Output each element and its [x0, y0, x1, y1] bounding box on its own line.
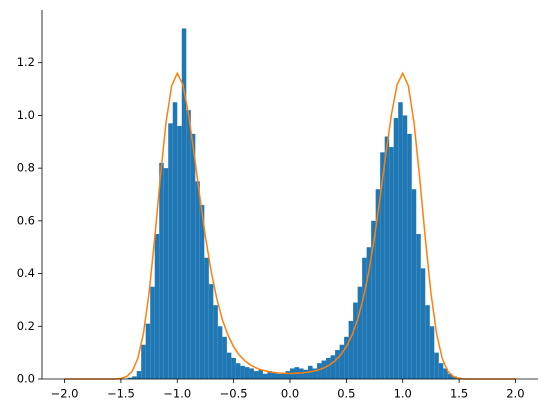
- bar: [262, 373, 268, 379]
- bar: [141, 344, 146, 379]
- bar: [285, 371, 290, 379]
- bar: [438, 363, 444, 379]
- bar: [398, 102, 403, 379]
- bar: [199, 205, 205, 379]
- bar: [226, 352, 232, 379]
- y-tick-label: 0.2: [17, 319, 35, 333]
- bar: [190, 133, 196, 379]
- bar: [353, 302, 358, 379]
- bar: [217, 326, 223, 379]
- bar: [375, 189, 381, 379]
- bar: [371, 220, 376, 379]
- bar: [258, 369, 263, 379]
- x-tick-label: 0.0: [281, 387, 299, 401]
- x-tick-label: −0.5: [220, 387, 248, 401]
- bar: [181, 28, 187, 379]
- bar: [339, 344, 345, 379]
- bar: [443, 368, 448, 379]
- bar: [208, 284, 214, 379]
- x-tick-label: −1.5: [107, 387, 135, 401]
- bar: [434, 352, 439, 379]
- bar: [267, 371, 272, 379]
- bar: [244, 367, 250, 379]
- bar: [150, 286, 155, 379]
- bar: [186, 110, 191, 380]
- bar: [326, 357, 331, 379]
- bar: [348, 321, 354, 379]
- x-tick-label: 0.5: [337, 387, 355, 401]
- bar: [366, 247, 372, 379]
- bar: [249, 368, 254, 379]
- bar: [362, 257, 367, 379]
- bar: [420, 268, 426, 379]
- bar: [204, 257, 209, 379]
- bar: [389, 147, 394, 379]
- bar: [127, 377, 133, 379]
- bar: [411, 189, 417, 379]
- bar: [136, 371, 142, 379]
- bar: [159, 162, 164, 379]
- bar: [357, 286, 363, 379]
- x-tick-label: −2.0: [51, 387, 79, 401]
- bar: [407, 133, 412, 379]
- y-tick-label: 0.6: [17, 213, 35, 227]
- bar: [195, 181, 200, 379]
- x-tick-label: −1.0: [163, 387, 191, 401]
- bar: [384, 136, 390, 379]
- bar: [330, 355, 336, 379]
- x-tick-label: 1.0: [394, 387, 412, 401]
- bar: [235, 363, 241, 379]
- bar: [163, 168, 169, 379]
- bar: [321, 360, 327, 379]
- bar: [240, 365, 245, 379]
- y-tick-label: 0.4: [17, 266, 35, 280]
- bar: [132, 376, 137, 379]
- bar: [393, 118, 399, 380]
- y-tick-label: 0.8: [17, 161, 35, 175]
- bar: [271, 372, 277, 379]
- y-tick-label: 0.0: [17, 372, 35, 386]
- y-tick-label: 1.2: [17, 55, 35, 69]
- bar: [299, 368, 304, 379]
- bar: [280, 373, 286, 379]
- curve: [64, 71, 516, 380]
- bar: [425, 305, 430, 379]
- y-tick-label: 1.0: [17, 108, 35, 122]
- bar: [177, 125, 182, 379]
- bar: [303, 369, 309, 379]
- bar: [154, 234, 160, 379]
- bar: [380, 152, 385, 379]
- bar: [312, 368, 318, 379]
- bar: [402, 115, 408, 379]
- bar: [276, 373, 281, 379]
- bar: [168, 123, 173, 379]
- bar: [172, 102, 178, 379]
- bar: [222, 336, 227, 379]
- bar: [317, 363, 322, 379]
- bar: [145, 323, 151, 379]
- bar: [344, 336, 349, 379]
- x-tick-label: 2.0: [506, 387, 524, 401]
- bar: [253, 371, 259, 379]
- bar: [335, 350, 340, 379]
- bar: [416, 234, 421, 379]
- bar: [429, 326, 435, 379]
- bar: [231, 357, 236, 379]
- bar: [213, 305, 218, 379]
- x-tick-label: 1.5: [450, 387, 468, 401]
- bar: [447, 373, 453, 379]
